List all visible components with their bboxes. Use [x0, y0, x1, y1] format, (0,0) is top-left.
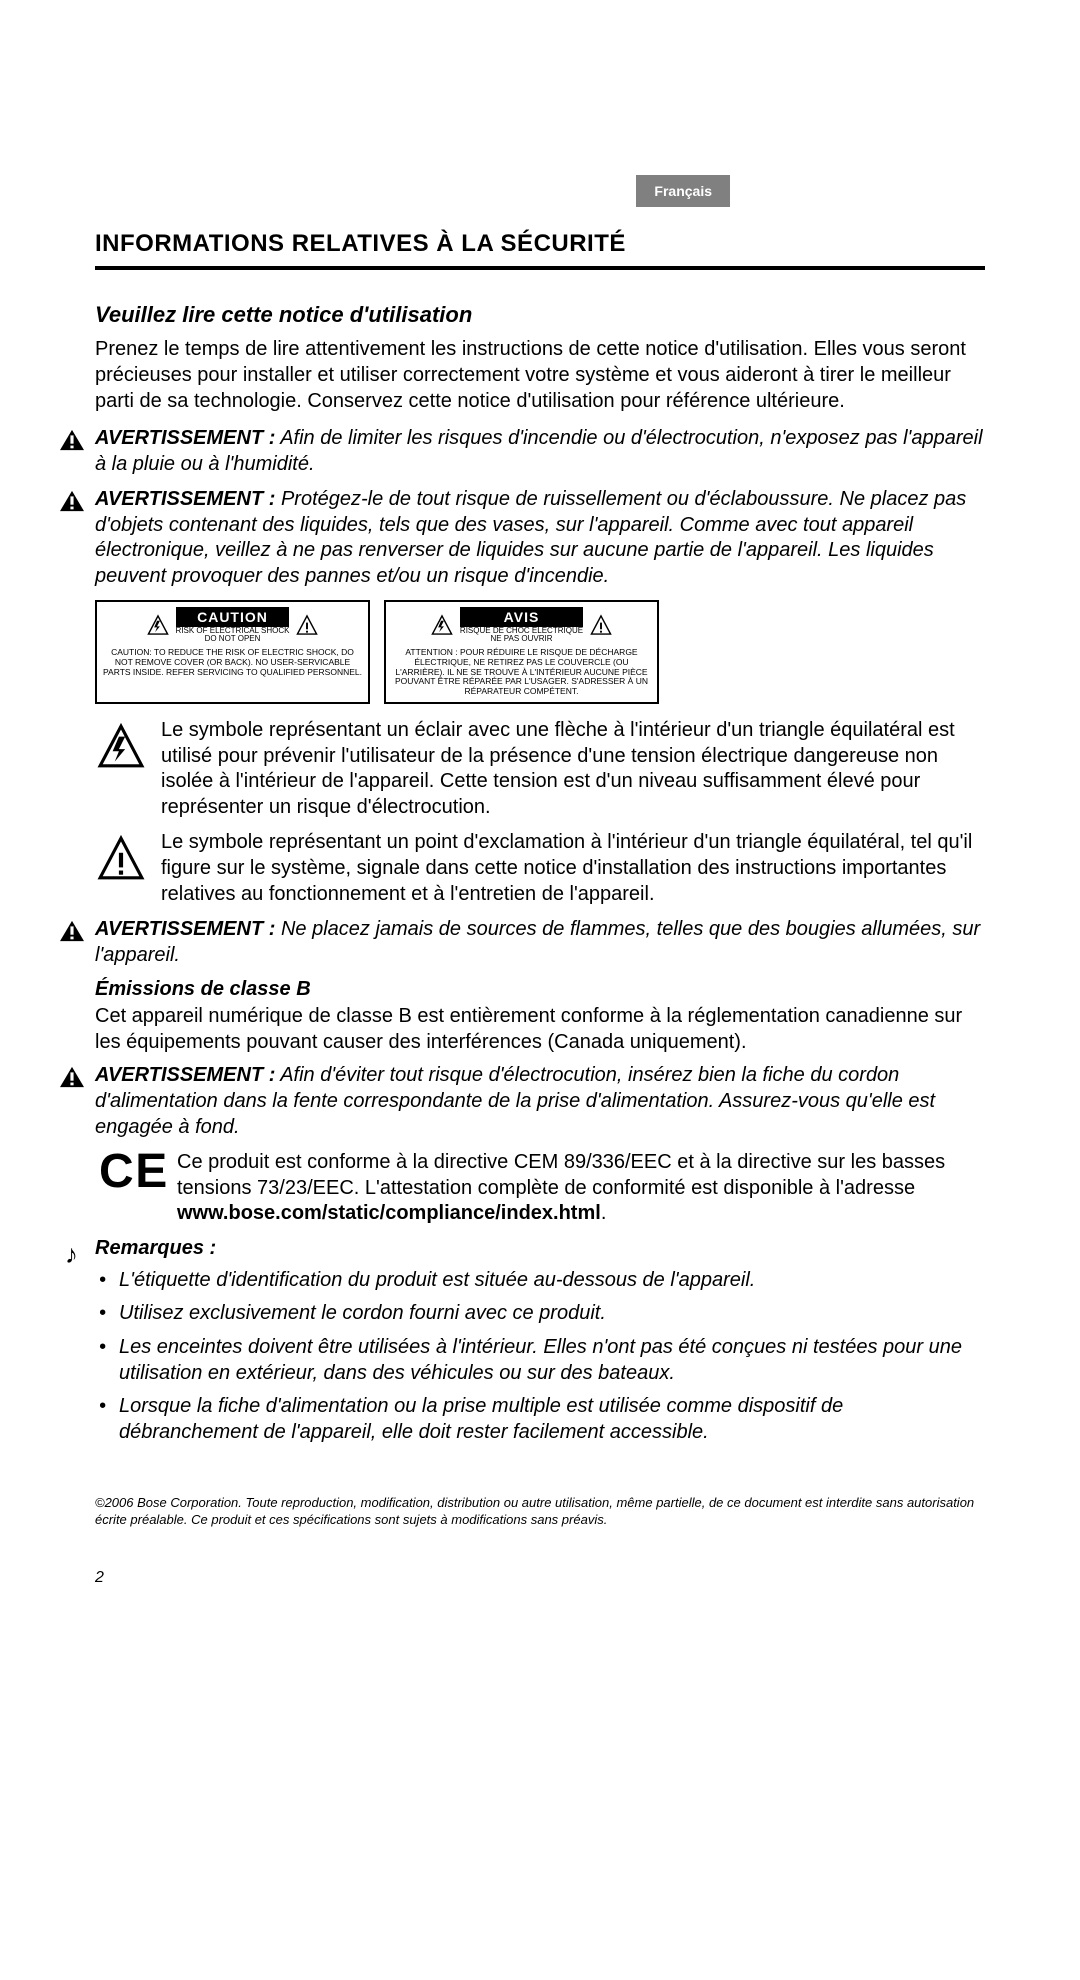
ce-mark-icon: C E	[95, 1150, 165, 1193]
warning-1-label: AVERTISSEMENT :	[95, 427, 275, 449]
music-note-icon: ♪	[65, 1239, 78, 1270]
excl-triangle-icon	[589, 614, 613, 636]
bolt-triangle-icon	[95, 722, 147, 770]
page-number: 2	[95, 1569, 985, 1587]
bolt-triangle-icon	[430, 614, 454, 636]
warning-3: AVERTISSEMENT : Ne placez jamais de sour…	[95, 917, 985, 968]
warning-4-label: AVERTISSEMENT :	[95, 1064, 275, 1086]
notes-heading: ♪ Remarques :	[95, 1237, 985, 1260]
caution-en-body: CAUTION: TO REDUCE THE RISK OF ELECTRIC …	[103, 648, 362, 677]
excl-triangle-icon	[95, 834, 147, 882]
warning-icon	[57, 428, 87, 452]
caution-fr-body: ATTENTION : POUR RÉDUIRE LE RISQUE DE DÉ…	[392, 648, 651, 697]
symbol-excl-text: Le symbole représentant un point d'excla…	[161, 830, 985, 907]
note-1: L'étiquette d'identification du produit …	[119, 1268, 985, 1294]
warning-2-label: AVERTISSEMENT :	[95, 488, 275, 510]
note-4: Lorsque la fiche d'alimentation ou la pr…	[119, 1394, 985, 1445]
main-title: INFORMATIONS RELATIVES À LA SÉCURITÉ	[95, 230, 985, 258]
warning-1: AVERTISSEMENT : Afin de limiter les risq…	[95, 426, 985, 477]
language-tab: Français	[636, 175, 730, 207]
section-heading: Veuillez lire cette notice d'utilisation	[95, 302, 985, 328]
ce-row: C E Ce produit est conforme à la directi…	[95, 1150, 985, 1227]
caution-fr-sub2: NE PAS OUVRIR	[460, 635, 583, 644]
intro-paragraph: Prenez le temps de lire attentivement le…	[95, 336, 985, 414]
warning-icon	[57, 919, 87, 943]
caution-en-header: CAUTION	[176, 607, 290, 627]
ce-text: Ce produit est conforme à la directive C…	[177, 1150, 985, 1227]
class-b-heading: Émissions de classe B	[95, 978, 985, 1001]
ce-url: www.bose.com/static/compliance/index.htm…	[177, 1202, 601, 1224]
symbol-bolt-row: Le symbole représentant un éclair avec u…	[95, 718, 985, 820]
note-2: Utilisez exclusivement le cordon fourni …	[119, 1301, 985, 1327]
symbol-bolt-text: Le symbole représentant un éclair avec u…	[161, 718, 985, 820]
caution-box-fr: AVIS RISQUE DE CHOC ÉLECTRIQUE NE PAS OU…	[384, 600, 659, 704]
warning-4: AVERTISSEMENT : Afin d'éviter tout risqu…	[95, 1063, 985, 1140]
note-3: Les enceintes doivent être utilisées à l…	[119, 1335, 985, 1386]
caution-fr-header: AVIS	[460, 607, 583, 627]
notes-list: L'étiquette d'identification du produit …	[95, 1268, 985, 1446]
warning-3-label: AVERTISSEMENT :	[95, 918, 275, 940]
symbol-excl-row: Le symbole représentant un point d'excla…	[95, 830, 985, 907]
bolt-triangle-icon	[146, 614, 170, 636]
caution-boxes: CAUTION RISK OF ELECTRICAL SHOCK DO NOT …	[95, 600, 985, 704]
page-content: INFORMATIONS RELATIVES À LA SÉCURITÉ Veu…	[0, 0, 1080, 1587]
warning-icon	[57, 1065, 87, 1089]
excl-triangle-icon	[295, 614, 319, 636]
warning-icon	[57, 489, 87, 513]
caution-en-sub2: DO NOT OPEN	[176, 635, 290, 644]
class-b-text: Cet appareil numérique de classe B est e…	[95, 1003, 985, 1055]
warning-2: AVERTISSEMENT : Protégez-le de tout risq…	[95, 487, 985, 589]
caution-box-en: CAUTION RISK OF ELECTRICAL SHOCK DO NOT …	[95, 600, 370, 704]
copyright: ©2006 Bose Corporation. Toute reproducti…	[95, 1495, 985, 1529]
title-rule	[95, 266, 985, 270]
